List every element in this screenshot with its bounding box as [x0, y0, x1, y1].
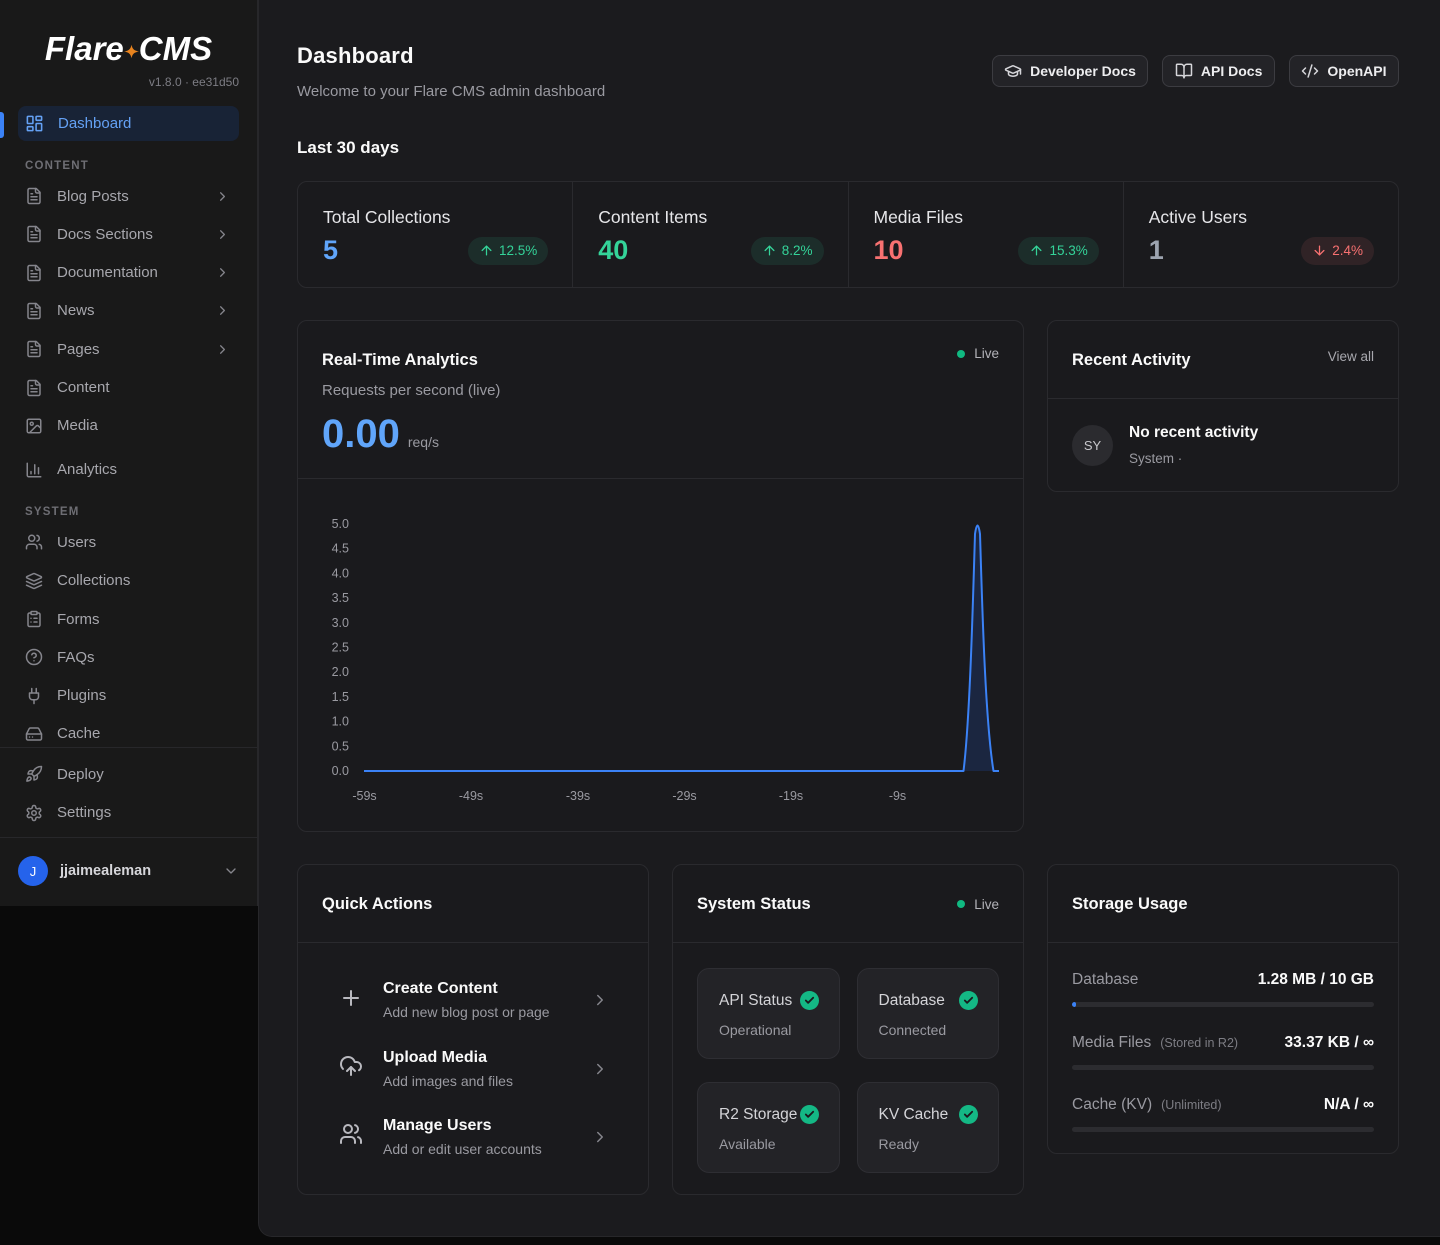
svg-text:3.0: 3.0: [332, 616, 349, 630]
svg-text:0.5: 0.5: [332, 739, 349, 753]
svg-text:-29s: -29s: [672, 789, 696, 803]
svg-text:1.0: 1.0: [332, 715, 349, 729]
svg-text:0.0: 0.0: [332, 764, 349, 778]
svg-text:3.5: 3.5: [332, 591, 349, 605]
svg-text:2.0: 2.0: [332, 665, 349, 679]
svg-text:-49s: -49s: [459, 789, 483, 803]
svg-text:4.0: 4.0: [332, 566, 349, 580]
svg-text:-39s: -39s: [566, 789, 590, 803]
svg-text:1.5: 1.5: [332, 690, 349, 704]
svg-text:2.5: 2.5: [332, 641, 349, 655]
svg-text:5.0: 5.0: [332, 517, 349, 531]
svg-text:-19s: -19s: [779, 789, 803, 803]
svg-text:-9s: -9s: [889, 789, 906, 803]
svg-text:-59s: -59s: [352, 789, 376, 803]
svg-text:4.5: 4.5: [332, 542, 349, 556]
